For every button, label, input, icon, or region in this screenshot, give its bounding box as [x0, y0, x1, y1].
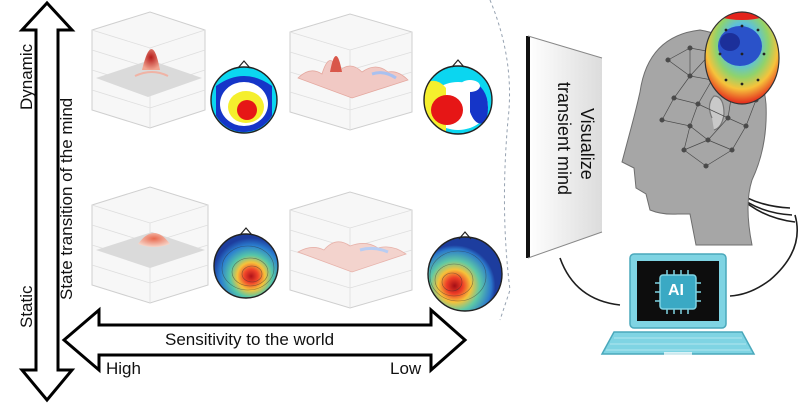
topomap-discrete-high [210, 60, 278, 134]
vertical-axis-title: State transition of the mind [57, 97, 76, 300]
vertical-double-arrow [18, 0, 76, 403]
panel-static-high [91, 186, 279, 304]
funnel-label-line1: Visualize [577, 108, 597, 180]
topomap-smooth-low [427, 231, 503, 312]
visualize-funnel [489, 0, 603, 321]
label-low: Low [390, 359, 422, 378]
laptop [600, 253, 756, 355]
topomap-head-overview [704, 11, 780, 105]
panel-dynamic-low [289, 13, 493, 135]
panel-static-low [289, 191, 503, 312]
horizontal-double-arrow [61, 306, 468, 374]
surface-plot-flat-noisy [289, 191, 413, 309]
surface-plot-single-peak [91, 11, 206, 129]
label-static: Static [17, 285, 36, 328]
surface-plot-noisy [289, 13, 413, 131]
label-dynamic: Dynamic [17, 43, 36, 110]
surface-plot-smooth-dome [91, 186, 209, 304]
panel-dynamic-high [91, 11, 278, 134]
label-high: High [106, 359, 141, 378]
topomap-smooth-high [213, 227, 279, 299]
topomap-discrete-low [423, 59, 493, 135]
ai-chip-icon [655, 270, 701, 314]
funnel-label-line2: transient mind [554, 82, 574, 196]
horizontal-axis-title: Sensitivity to the world [165, 330, 335, 349]
ai-chip-label: AI [668, 282, 684, 299]
